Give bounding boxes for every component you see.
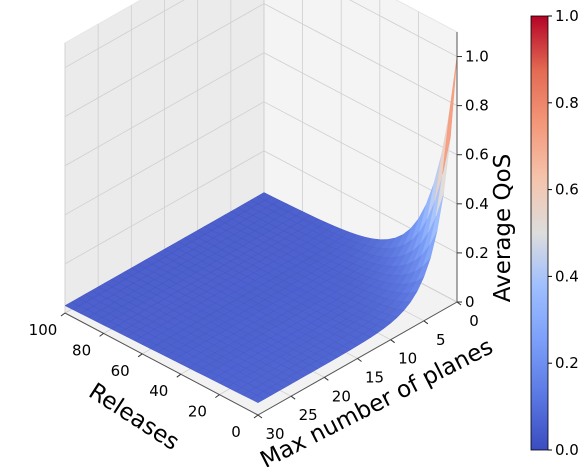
z-tick-label: 0.2: [465, 244, 489, 262]
z-tick-label: 0: [465, 293, 475, 311]
grid-line-z: [64, 52, 265, 167]
grid-line-z: [349, 0, 458, 57]
x-tick-label: 40: [149, 382, 168, 400]
x-tick-mark: [99, 332, 104, 337]
z-tick-label: 0.8: [465, 97, 489, 115]
y-tick-label: 20: [332, 387, 351, 405]
x-tick-label: 80: [72, 341, 91, 359]
grid-line-z: [263, 101, 458, 205]
x-tick-mark: [60, 312, 66, 317]
z-tick-label: 0.6: [465, 146, 489, 164]
x-axis-ticks: 100 80 60 40 20 0: [29, 312, 259, 441]
colorbar: [530, 15, 549, 451]
y-tick-mark: [423, 320, 429, 325]
colorbar-tick-label: 0.2: [555, 354, 579, 372]
colorbar-tick-label: 0.0: [555, 441, 579, 459]
z-axis-ticks: 0 0.2 0.4 0.6 0.8 1.0: [457, 48, 489, 311]
grid-line-z: [64, 3, 265, 117]
colorbar-ticks: 0.0 0.2 0.4 0.6 0.8 1.0: [548, 7, 579, 459]
x-tick-mark: [253, 414, 259, 419]
y-tick-mark: [290, 395, 296, 400]
qos-surface: [64, 56, 458, 403]
y-tick-mark: [390, 339, 395, 344]
y-tick-label: 0: [469, 312, 479, 330]
y-tick-label: 15: [365, 369, 384, 387]
x-tick-mark: [176, 373, 182, 378]
x-tick-label: 0: [231, 423, 241, 441]
colorbar-tick-label: 0.8: [555, 94, 579, 112]
grid-line-z: [64, 150, 265, 265]
colorbar-tick-label: 1.0: [555, 7, 579, 25]
x-tick-mark: [215, 394, 220, 399]
x-axis-line: [64, 312, 259, 416]
x-tick-label: 20: [188, 403, 207, 421]
grid-line-z: [64, 101, 265, 216]
y-tick-mark: [357, 358, 362, 362]
y-tick-label: 30: [265, 425, 284, 443]
z-axis-label: Average QoS: [490, 154, 516, 303]
y-tick-label: 10: [398, 350, 417, 368]
x-tick-label: 100: [29, 321, 58, 339]
z-tick-label: 0.4: [465, 195, 489, 213]
colorbar-tick-label: 0.4: [555, 267, 579, 285]
x-tick-mark: [137, 353, 143, 358]
z-tick-label: 1.0: [465, 48, 489, 66]
grid-line-z: [263, 3, 458, 106]
y-axis-ticks: 0 5 10 15 20 25 30: [257, 301, 479, 443]
y-tick-mark: [324, 376, 329, 381]
y-tick-mark: [257, 414, 263, 419]
grid-line-z: [64, 0, 185, 68]
x-tick-label: 60: [111, 362, 130, 380]
y-tick-label: 5: [436, 331, 446, 349]
grid-line-z: [263, 52, 458, 156]
y-tick-label: 25: [299, 406, 318, 424]
colorbar-tick-label: 0.6: [555, 181, 579, 199]
x-axis-label: Releases: [84, 378, 184, 455]
